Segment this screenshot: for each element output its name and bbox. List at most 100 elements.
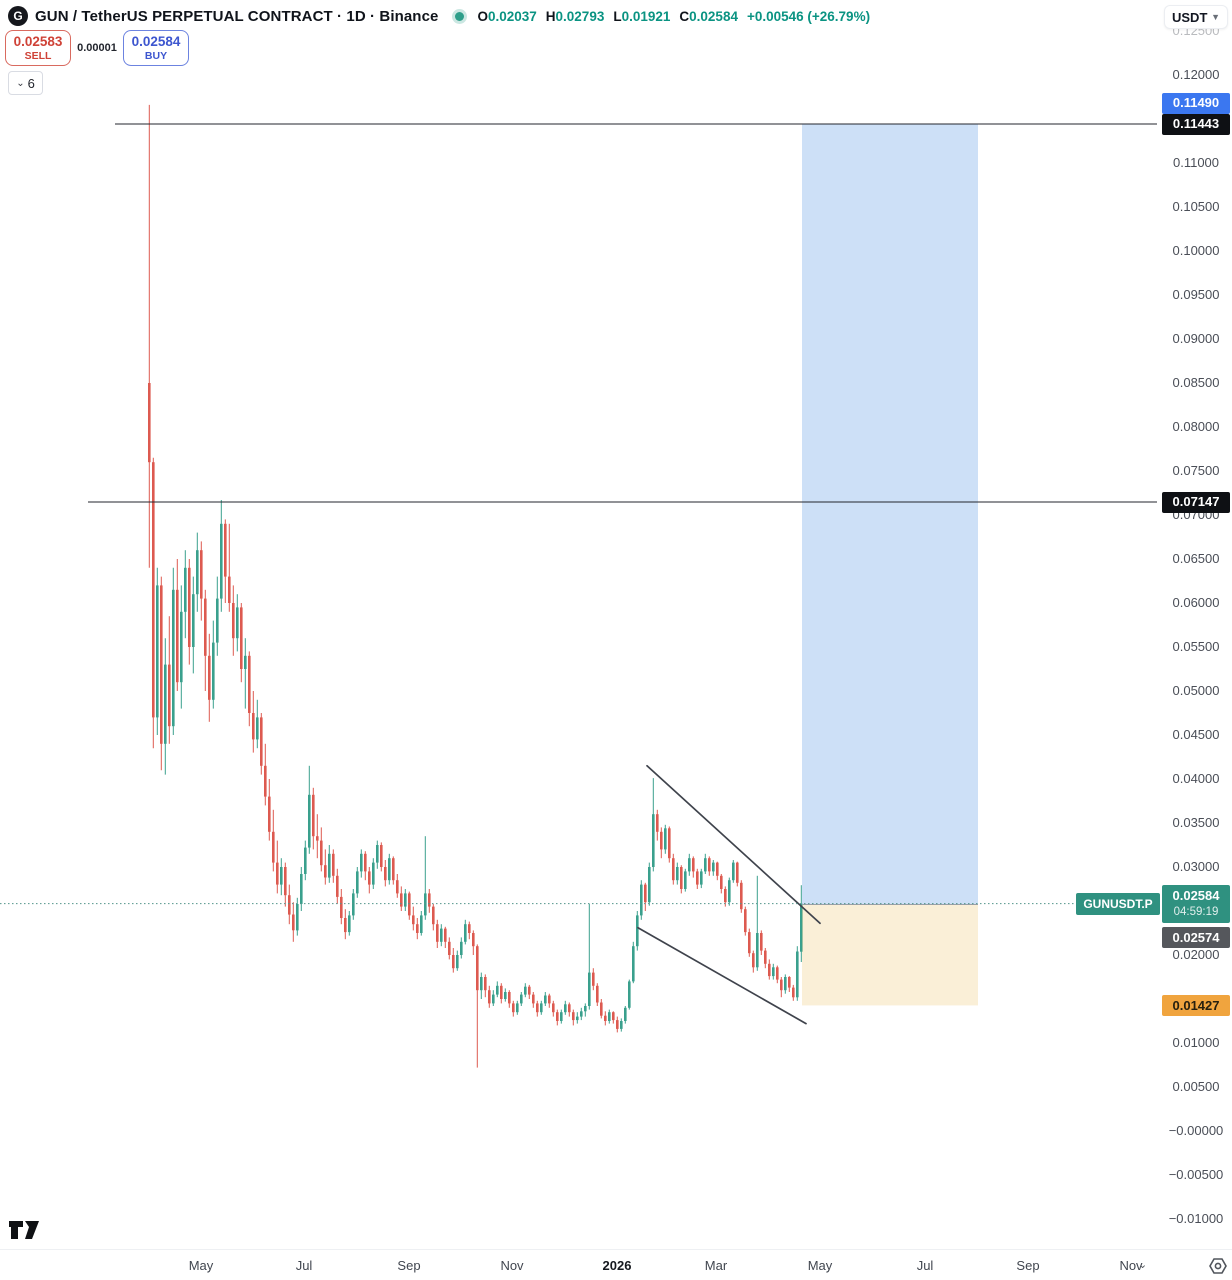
chart-pane[interactable]: [0, 0, 1232, 1249]
market-status-icon[interactable]: [455, 11, 465, 21]
candle-body: [464, 924, 467, 942]
candle-body: [524, 986, 527, 995]
price-tick: −0.01000: [1168, 1211, 1224, 1226]
candle-body: [608, 1012, 611, 1021]
price-badge-0.02574[interactable]: 0.02574: [1162, 927, 1230, 949]
tradingview-logo-icon[interactable]: [8, 1220, 42, 1240]
price-badge-0.07147[interactable]: 0.07147: [1162, 491, 1230, 513]
price-tick: 0.06000: [1172, 595, 1220, 610]
candle-body: [228, 576, 231, 603]
object-tree-toggle[interactable]: ⌄ 6: [8, 71, 43, 95]
candle-body: [596, 985, 599, 1003]
price-tick: 0.05500: [1172, 639, 1220, 654]
price-badge-0.11490[interactable]: 0.11490: [1162, 92, 1230, 114]
candle-body: [444, 928, 447, 942]
candle-body: [428, 893, 431, 907]
candle-body: [472, 933, 475, 947]
candle-body: [560, 1012, 563, 1021]
candle-body: [244, 655, 247, 669]
price-badge-0.11443[interactable]: 0.11443: [1162, 113, 1230, 135]
ohlc-close-value: 0.02584: [689, 8, 738, 24]
price-tick: 0.06500: [1172, 551, 1220, 566]
ohlc-high-value: 0.02793: [555, 8, 605, 24]
trendline-wedge-upper[interactable]: [646, 764, 821, 925]
candle-body: [384, 867, 387, 881]
candle-body: [580, 1011, 583, 1017]
ohlc-open-value: 0.02037: [487, 8, 537, 24]
axis-chevron-icon[interactable]: ⌄: [1138, 1259, 1148, 1271]
candle-body: [376, 845, 379, 863]
candle-body: [512, 1003, 515, 1013]
time-tick-Sep: Sep: [1016, 1258, 1040, 1273]
candle-body: [636, 915, 639, 947]
candle-body: [680, 867, 683, 889]
candle-body: [544, 995, 547, 1004]
trendline-wedge-lower[interactable]: [637, 926, 807, 1025]
symbol-title[interactable]: GUN / TetherUS PERPETUAL CONTRACT · 1D ·…: [35, 7, 439, 25]
candle-body: [656, 814, 659, 832]
candle-body: [284, 867, 287, 896]
price-badge-0.02584[interactable]: 0.02584 04:59:19: [1162, 884, 1230, 923]
candle-body: [480, 977, 483, 991]
candle-body: [648, 867, 651, 903]
candle-body: [456, 955, 459, 969]
candle-body: [348, 915, 351, 933]
ohlc-low-label: L: [613, 8, 622, 24]
sell-button[interactable]: 0.02583 SELL: [5, 30, 71, 66]
candle-body: [148, 383, 151, 463]
time-axis-settings-gear-icon[interactable]: [1208, 1256, 1228, 1276]
candle-body: [404, 893, 407, 907]
price-badge-0.01427[interactable]: 0.01427: [1162, 994, 1230, 1016]
candle-body: [764, 950, 767, 964]
candle-body: [484, 977, 487, 991]
time-tick-Sep: Sep: [397, 1258, 421, 1273]
candle-body: [672, 858, 675, 881]
candle-body: [156, 585, 159, 718]
buy-button[interactable]: 0.02584 BUY: [123, 30, 189, 66]
candle-body: [216, 598, 219, 643]
candle-body: [784, 977, 787, 991]
candle-body: [600, 1002, 603, 1016]
ohlc-change: +0.00546 (+26.79%): [746, 8, 871, 24]
candle-body: [780, 979, 783, 991]
ohlc-open-label: O: [477, 8, 488, 24]
candle-body: [468, 924, 471, 933]
candle-body: [688, 858, 691, 872]
candle-body: [796, 951, 799, 998]
candle-body: [264, 765, 267, 797]
price-tick: 0.08500: [1172, 375, 1220, 390]
symbol-header: G GUN / TetherUS PERPETUAL CONTRACT · 1D…: [8, 4, 870, 28]
candle-body: [604, 1015, 607, 1021]
price-tick: −0.00000: [1168, 1123, 1224, 1138]
price-tick: 0.01000: [1172, 1035, 1220, 1050]
candle-body: [476, 946, 479, 991]
candle-body: [676, 867, 679, 881]
candle-body: [316, 836, 319, 841]
candle-body: [572, 1012, 575, 1021]
time-axis-separator: [0, 1249, 1232, 1250]
candle-body: [724, 889, 727, 903]
candle-body: [232, 603, 235, 639]
price-tick: 0.09000: [1172, 331, 1220, 346]
long-position-profit-box[interactable]: [802, 124, 978, 905]
candle-body: [716, 862, 719, 876]
candle-body: [152, 462, 155, 718]
symbol-logo: G: [8, 6, 28, 26]
candle-body: [424, 893, 427, 916]
candle-body: [520, 994, 523, 1004]
currency-selector[interactable]: USDT ▼: [1164, 5, 1228, 29]
object-tree-count: 6: [27, 75, 35, 91]
time-tick-Nov: Nov: [500, 1258, 524, 1273]
long-position-risk-box[interactable]: [802, 904, 978, 1006]
candle-body: [436, 924, 439, 942]
candle-body: [312, 794, 315, 837]
sell-price: 0.02583: [13, 34, 63, 50]
candle-body: [412, 915, 415, 925]
candle-body: [308, 794, 311, 848]
candle-body: [700, 871, 703, 885]
price-tick: 0.03500: [1172, 815, 1220, 830]
candle-body: [628, 981, 631, 1008]
candle-body: [772, 967, 775, 977]
candle-body: [788, 977, 791, 988]
